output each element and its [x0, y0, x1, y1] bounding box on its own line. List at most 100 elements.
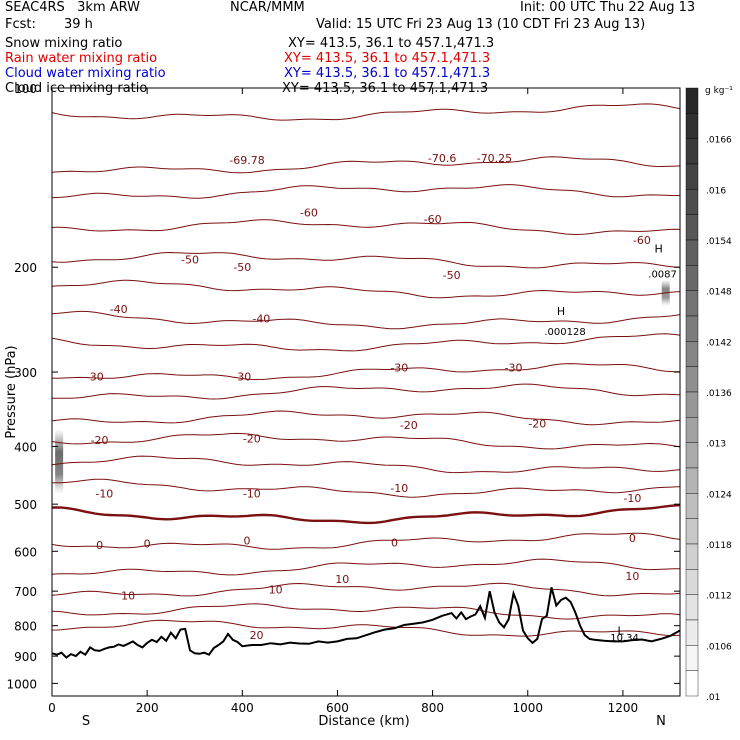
colorbar-label: .016 [706, 186, 726, 196]
temperature-contour-line [51, 156, 681, 174]
colorbar-cell [685, 493, 699, 519]
contour-label: -20 [528, 417, 546, 430]
contour-label: -30 [233, 370, 251, 383]
colorbar-cell [685, 518, 699, 545]
contour-label: 10 [625, 570, 639, 583]
y-axis-title: Pressure (hPa) [4, 345, 19, 438]
contour-label: 10 [121, 590, 135, 603]
contour-label: -70.6 [428, 152, 456, 165]
temperature-contour-line [51, 619, 681, 637]
contour-label: -30 [505, 362, 523, 375]
temperature-contour-line [51, 410, 681, 426]
temperature-contour-line [51, 310, 681, 330]
legend-snow-label: Snow mixing ratio [5, 36, 123, 51]
colorbar-label: .01 [706, 693, 720, 703]
colorbar-cell [685, 619, 699, 646]
temperature-contour-line [51, 603, 681, 620]
temperature-contour-line [51, 363, 680, 381]
terrain-profile [51, 587, 681, 659]
legend-snow-xy: XY= 413.5, 36.1 to 457.1,471.3 [288, 36, 495, 51]
y-tick-label: 700 [14, 585, 37, 599]
colorbar-cell [685, 417, 699, 443]
colorbar-label: .0148 [706, 288, 732, 298]
contour-label: 0 [629, 532, 636, 545]
colorbar-unit: g kg⁻¹ [705, 86, 733, 96]
legend-rain-label: Rain water mixing ratio [5, 51, 158, 66]
temperature-contour-line [52, 504, 681, 525]
temperature-contour-line [51, 184, 680, 199]
extremum-value: 10.34 [610, 633, 639, 644]
x-tick-label: 0 [48, 701, 56, 715]
contour-label: 10 [335, 573, 349, 586]
model-label: SEAC4RS 3km ARW [5, 0, 141, 15]
y-tick-label: 300 [14, 366, 37, 380]
contour-label: -10 [95, 488, 113, 501]
temperature-contour-line [51, 333, 681, 352]
temperature-contour-line [52, 478, 681, 498]
colorbar-cell [685, 87, 699, 114]
y-tick-label: 600 [14, 545, 37, 559]
colorbar-cell [685, 214, 699, 241]
contour-label: -60 [300, 207, 318, 220]
terrain-line [51, 587, 681, 659]
temperature-contour-line [51, 383, 681, 400]
plot-frame [51, 87, 681, 697]
temperature-contour-line [51, 432, 681, 450]
colorbar-label: .0136 [706, 389, 732, 399]
colorbar-cell [685, 569, 699, 595]
y-tick-label: 400 [14, 440, 37, 454]
contour-label: -20 [243, 433, 261, 446]
colorbar-cell [685, 670, 699, 697]
contour-label: 0 [144, 537, 151, 550]
colorbar-label: .0166 [706, 136, 732, 146]
contour-label: -10 [243, 488, 261, 501]
colorbar-cell [685, 290, 699, 317]
legend-cloud-water-label: Cloud water mixing ratio [5, 66, 166, 81]
colorbar-cell [685, 138, 699, 165]
temperature-contour-line [51, 532, 681, 550]
extrema-markers: H .0087 H .000128 L10.34 [544, 242, 677, 643]
legend-cloud-water-xy: XY= 413.5, 36.1 to 457.1,471.3 [284, 66, 491, 81]
y-tick-label: 800 [14, 620, 37, 634]
colorbar-cell [685, 163, 699, 190]
colorbar-cell [685, 366, 699, 393]
extremum-value: .0087 [648, 270, 677, 281]
contour-label: 20 [250, 629, 264, 642]
x-tick-label: 800 [421, 701, 444, 715]
contour-label: -60 [424, 213, 442, 226]
colorbar-label: .0142 [706, 338, 732, 348]
x-end-label-north: N [656, 714, 666, 729]
x-tick-label: 200 [136, 701, 159, 715]
extremum-value: .000128 [544, 327, 585, 338]
colorbar-label: .0106 [706, 642, 732, 652]
contour-label: -10 [390, 482, 408, 495]
colorbar-label: .0112 [706, 592, 732, 602]
colorbar-cell [685, 239, 699, 266]
contour-label: -50 [233, 261, 251, 274]
valid-time-label: Valid: 15 UTC Fri 23 Aug 13 (10 CDT Fri … [316, 17, 646, 32]
colorbar-cell [685, 391, 699, 418]
colorbar-cell [685, 442, 699, 469]
shaded-mixing-ratio-column [55, 429, 64, 494]
colorbar-label: .0124 [706, 490, 732, 500]
contour-labels: -69.78 -70.6 -70.25 -60 -60 -60 -50 -50 -50 -40 -4… [86, 152, 651, 642]
colorbar-cell [685, 113, 699, 139]
temperature-contour-line [51, 251, 681, 269]
colorbar-cell [685, 341, 699, 367]
colorbar-cell [685, 543, 699, 570]
extremum-letter: L [617, 624, 624, 637]
x-tick-label: 1000 [512, 701, 543, 715]
colorbar-cell [685, 645, 699, 671]
contour-label: 0 [96, 539, 103, 552]
contour-label: -50 [443, 269, 461, 282]
colorbar-label: .0154 [706, 237, 732, 247]
contour-label: -30 [390, 362, 408, 375]
init-label: Init: 00 UTC Thu 22 Aug 13 [520, 0, 696, 15]
contour-label: 0 [391, 537, 398, 550]
y-tick-label: 1000 [6, 677, 37, 691]
contour-label: 10 [269, 583, 283, 596]
forecast-label: Fcst: [5, 17, 36, 32]
temperature-contour-line [51, 455, 681, 474]
